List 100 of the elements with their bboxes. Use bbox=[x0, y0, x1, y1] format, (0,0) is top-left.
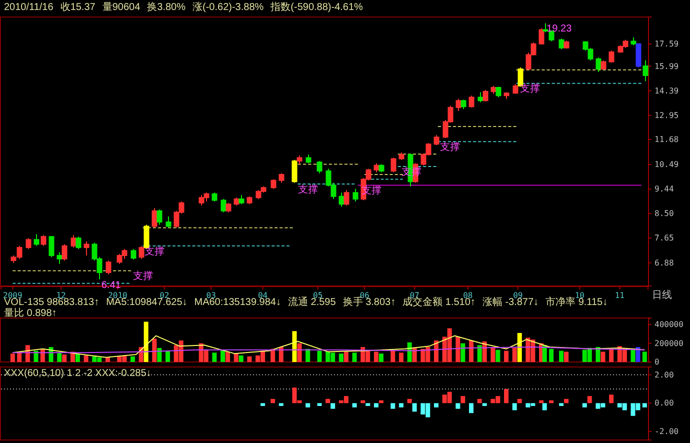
annotation: 19.23 bbox=[546, 24, 572, 35]
bar bbox=[559, 403, 564, 406]
text: 指数(-590.88)-4.61% bbox=[270, 1, 364, 13]
bar bbox=[564, 352, 569, 362]
text: 2010/11/16 bbox=[4, 2, 54, 13]
bar bbox=[609, 348, 614, 362]
candlestick bbox=[40, 234, 46, 246]
bar bbox=[366, 403, 370, 406]
text: MA60:135139.984↓ bbox=[194, 297, 281, 308]
candlestick bbox=[138, 245, 144, 260]
bar bbox=[130, 356, 135, 362]
bar bbox=[338, 354, 344, 362]
candlestick bbox=[296, 155, 302, 165]
bar bbox=[482, 403, 487, 406]
bar bbox=[330, 403, 336, 409]
bar bbox=[490, 347, 496, 362]
bar bbox=[220, 350, 226, 362]
y-tick-label: 15.99 bbox=[654, 62, 679, 71]
candlestick bbox=[130, 248, 136, 260]
bar bbox=[600, 352, 606, 362]
bar bbox=[434, 340, 438, 362]
annotation: 量比 0.898↑ bbox=[4, 307, 57, 319]
candlestick bbox=[62, 244, 68, 261]
y-tick-label: 9.44 bbox=[654, 184, 674, 194]
bar bbox=[456, 403, 460, 409]
bar bbox=[542, 403, 547, 410]
bar bbox=[642, 352, 647, 362]
y-tick-label: 17.59 bbox=[654, 40, 679, 49]
bar bbox=[407, 398, 412, 404]
bar bbox=[398, 352, 404, 362]
bar bbox=[504, 388, 509, 404]
y-tick-label: 6.88 bbox=[654, 258, 674, 268]
annotation: 支撑 bbox=[520, 82, 540, 95]
candlestick bbox=[226, 202, 232, 213]
bar bbox=[270, 398, 276, 404]
candlestick bbox=[278, 172, 284, 184]
y-tick-label: 14.39 bbox=[654, 86, 679, 96]
candlestick bbox=[238, 194, 244, 205]
bar bbox=[630, 350, 636, 362]
bar bbox=[57, 352, 62, 362]
candlestick bbox=[34, 234, 40, 246]
text: VOL-135 98683.813↑ bbox=[4, 297, 100, 308]
candlestick bbox=[398, 152, 404, 160]
bar bbox=[157, 348, 162, 362]
bar bbox=[642, 403, 647, 408]
bar bbox=[10, 354, 15, 362]
text: MA5:109847.625↓ bbox=[106, 297, 188, 308]
bar bbox=[477, 345, 482, 362]
bar bbox=[306, 348, 310, 362]
text: 收15.37 bbox=[60, 2, 96, 13]
bar bbox=[412, 348, 417, 362]
candlestick bbox=[246, 196, 252, 205]
bar bbox=[559, 350, 564, 362]
bar bbox=[344, 352, 348, 362]
candlestick bbox=[378, 164, 384, 173]
candlestick bbox=[630, 36, 636, 46]
bar bbox=[84, 355, 88, 362]
bar bbox=[517, 332, 522, 362]
bar bbox=[512, 403, 517, 410]
y-tick-label: 12.95 bbox=[654, 110, 679, 120]
annotation: XXX(60,5,10) 1 2 -2 XXX:-0.285↓ bbox=[4, 368, 152, 379]
text: 量90604 bbox=[102, 2, 141, 13]
bar bbox=[496, 350, 500, 362]
bar bbox=[260, 403, 266, 406]
bar bbox=[378, 354, 384, 362]
candlestick bbox=[460, 99, 466, 110]
bar bbox=[564, 398, 569, 404]
bar bbox=[278, 403, 284, 406]
candlestick bbox=[48, 236, 54, 258]
bar bbox=[374, 403, 378, 408]
bar bbox=[587, 396, 592, 404]
candlestick bbox=[538, 28, 544, 46]
y-tick-label: -2.00 bbox=[654, 427, 679, 436]
bar bbox=[504, 350, 509, 362]
candlestick bbox=[564, 40, 570, 50]
candlestick bbox=[608, 50, 614, 63]
candlestick bbox=[558, 38, 564, 50]
bar bbox=[477, 398, 482, 404]
x-axis-title: 日线 bbox=[652, 289, 672, 301]
bar bbox=[292, 331, 297, 362]
bar bbox=[212, 352, 217, 362]
bar bbox=[144, 322, 148, 362]
bar bbox=[456, 336, 460, 362]
y-tick-label: 7.65 bbox=[654, 234, 674, 243]
candlestick bbox=[56, 252, 62, 264]
candlestick bbox=[504, 92, 510, 100]
candlestick bbox=[152, 208, 158, 228]
candlestick bbox=[220, 198, 226, 213]
bar bbox=[482, 341, 487, 362]
bar bbox=[297, 343, 302, 362]
bar bbox=[390, 350, 396, 362]
candlestick bbox=[456, 98, 462, 112]
bar bbox=[278, 347, 284, 362]
x-tick-label: 11 bbox=[614, 291, 625, 300]
annotation: 支撑 bbox=[298, 183, 318, 196]
candlestick bbox=[434, 134, 440, 146]
candlestick bbox=[26, 238, 32, 250]
y-tick-label: 8.50 bbox=[654, 209, 674, 218]
candlestick bbox=[306, 154, 312, 164]
bar bbox=[317, 403, 322, 406]
